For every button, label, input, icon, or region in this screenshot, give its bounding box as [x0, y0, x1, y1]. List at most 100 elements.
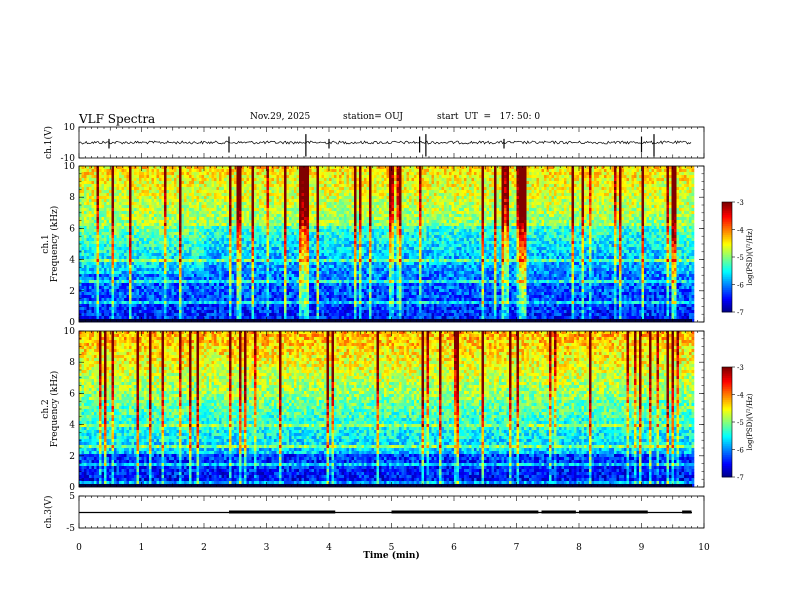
spectrogram-cell — [202, 223, 205, 226]
spectrogram-cell — [274, 196, 277, 199]
spectrogram-cell — [99, 244, 102, 247]
spectrogram-cell — [89, 193, 92, 196]
spectrogram-cell — [267, 220, 270, 223]
spectrogram-cell — [174, 280, 177, 283]
spectrogram-cell — [152, 172, 155, 175]
spectrogram-cell — [212, 166, 215, 169]
spectrogram-cell — [247, 262, 250, 265]
spectrogram-cell — [212, 307, 215, 310]
spectrogram-cell — [134, 220, 137, 223]
spectrogram-cell — [152, 175, 155, 178]
spectrogram-cell — [122, 286, 125, 289]
spectrogram-cell — [277, 292, 280, 295]
spectrogram-cell — [147, 211, 150, 214]
spectrogram-cell — [132, 235, 135, 238]
spectrogram-cell — [217, 253, 220, 256]
spectrogram-cell — [202, 244, 205, 247]
spectrogram-cell — [222, 259, 225, 262]
spectrogram-cell — [264, 256, 267, 259]
spectrogram-cell — [197, 220, 200, 223]
spectrogram-cell — [174, 208, 177, 211]
spectrogram-cell — [234, 211, 237, 214]
spectrogram-cell — [104, 214, 107, 217]
spectrogram-cell — [184, 304, 187, 307]
spectrogram-cell — [277, 310, 280, 313]
spectrogram-cell — [247, 295, 250, 298]
spectrogram-cell — [249, 250, 252, 253]
spectrogram-cell — [189, 217, 192, 220]
spectrogram-cell — [204, 205, 207, 208]
spectrogram-cell — [99, 175, 102, 178]
spectrogram-cell — [84, 184, 87, 187]
spectrogram-cell — [134, 172, 137, 175]
spectrogram-cell — [257, 268, 260, 271]
spectrogram-cell — [257, 310, 260, 313]
spectrogram-cell — [249, 229, 252, 232]
spectrogram-cell — [132, 211, 135, 214]
spectrogram-cell — [119, 193, 122, 196]
spectrogram-cell — [99, 235, 102, 238]
spectrogram-cell — [149, 211, 152, 214]
spectrogram-cell — [149, 256, 152, 259]
spectrogram-cell — [124, 205, 127, 208]
spectrogram-cell — [237, 226, 240, 229]
spectrogram-cell — [199, 283, 202, 286]
spectrogram-cell — [114, 262, 117, 265]
spectrogram-cell — [199, 244, 202, 247]
spectrogram-cell — [147, 199, 150, 202]
spectrogram-cell — [202, 178, 205, 181]
spectrogram-cell — [149, 280, 152, 283]
spectrogram-cell — [84, 247, 87, 250]
spectrogram-cell — [217, 304, 220, 307]
spectrogram-cell — [242, 214, 245, 217]
spectrogram-cell — [167, 226, 170, 229]
spectrogram-cell — [124, 235, 127, 238]
spectrogram-cell — [239, 250, 242, 253]
spectrogram-cell — [84, 274, 87, 277]
spectrogram-cell — [147, 307, 150, 310]
spectrogram-cell — [87, 202, 90, 205]
spectrogram-cell — [152, 214, 155, 217]
spectrogram-cell — [89, 256, 92, 259]
spectrogram-cell — [144, 298, 147, 301]
spectrogram-cell — [254, 244, 257, 247]
spectrogram-cell — [174, 232, 177, 235]
spectrogram-cell — [249, 253, 252, 256]
spectrogram-cell — [119, 292, 122, 295]
spectrogram-cell — [254, 184, 257, 187]
spectrogram-cell — [82, 199, 85, 202]
spectrogram-cell — [189, 208, 192, 211]
spectrogram-cell — [197, 232, 200, 235]
spectrogram-cell — [94, 202, 97, 205]
spectrogram-cell — [157, 241, 160, 244]
spectrogram-cell — [107, 310, 110, 313]
spectrogram-cell — [149, 187, 152, 190]
spectrogram-cell — [109, 217, 112, 220]
spectrogram-cell — [269, 187, 272, 190]
spectrogram-cell — [119, 295, 122, 298]
spectrogram-cell — [82, 238, 85, 241]
spectrogram-cell — [82, 211, 85, 214]
spectrogram-cell — [142, 277, 145, 280]
spectrogram-cell — [244, 175, 247, 178]
spectrogram-cell — [169, 238, 172, 241]
spectrogram-cell — [199, 274, 202, 277]
spectrogram-cell — [187, 181, 190, 184]
spectrogram-cell — [199, 298, 202, 301]
spectrogram-cell — [222, 229, 225, 232]
spectrogram-cell — [247, 181, 250, 184]
spectrogram-cell — [162, 211, 165, 214]
spectrogram-cell — [229, 316, 232, 319]
spectrogram-cell — [254, 196, 257, 199]
spectrogram-cell — [202, 292, 205, 295]
spectrogram-cell — [189, 169, 192, 172]
spectrogram-cell — [154, 247, 157, 250]
spectrogram-cell — [134, 226, 137, 229]
spectrogram-cell — [172, 292, 175, 295]
spectrogram-cell — [182, 217, 185, 220]
spectrogram-cell — [87, 229, 90, 232]
spectrogram-cell — [267, 217, 270, 220]
spectrogram-cell — [79, 190, 82, 193]
spectrogram-cell — [157, 196, 160, 199]
spectrogram-cell — [152, 190, 155, 193]
